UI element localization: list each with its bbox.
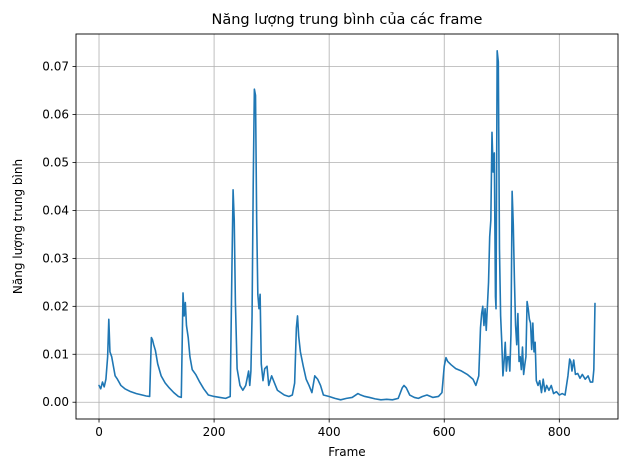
x-axis-title: Frame: [328, 445, 365, 459]
y-axis: 0.00 0.01 0.02 0.03 0.04 0.05 0.06 0.07: [42, 60, 76, 409]
y-tick-label: 0.05: [42, 155, 69, 169]
y-tick-label: 0.01: [42, 347, 69, 361]
y-tick-label: 0.03: [42, 251, 69, 265]
x-tick-label: 400: [318, 425, 341, 439]
y-tick-label: 0.02: [42, 299, 69, 313]
x-tick-label: 800: [548, 425, 571, 439]
chart-title: Năng lượng trung bình của các frame: [212, 12, 483, 28]
data-line-group: [98, 49, 596, 401]
series-line: [98, 49, 596, 401]
x-tick-label: 600: [433, 425, 456, 439]
y-tick-label: 0.06: [42, 108, 69, 122]
grid-lines: [76, 34, 618, 419]
x-tick-label: 0: [95, 425, 103, 439]
x-tick-label: 200: [203, 425, 226, 439]
y-tick-label: 0.04: [42, 203, 69, 217]
y-tick-label: 0.07: [42, 60, 69, 74]
y-tick-label: 0.00: [42, 395, 69, 409]
y-axis-title: Năng lượng trung bình: [11, 159, 25, 294]
plot-frame: [75, 33, 619, 420]
x-axis: 0 200 400 600 800: [95, 419, 571, 439]
